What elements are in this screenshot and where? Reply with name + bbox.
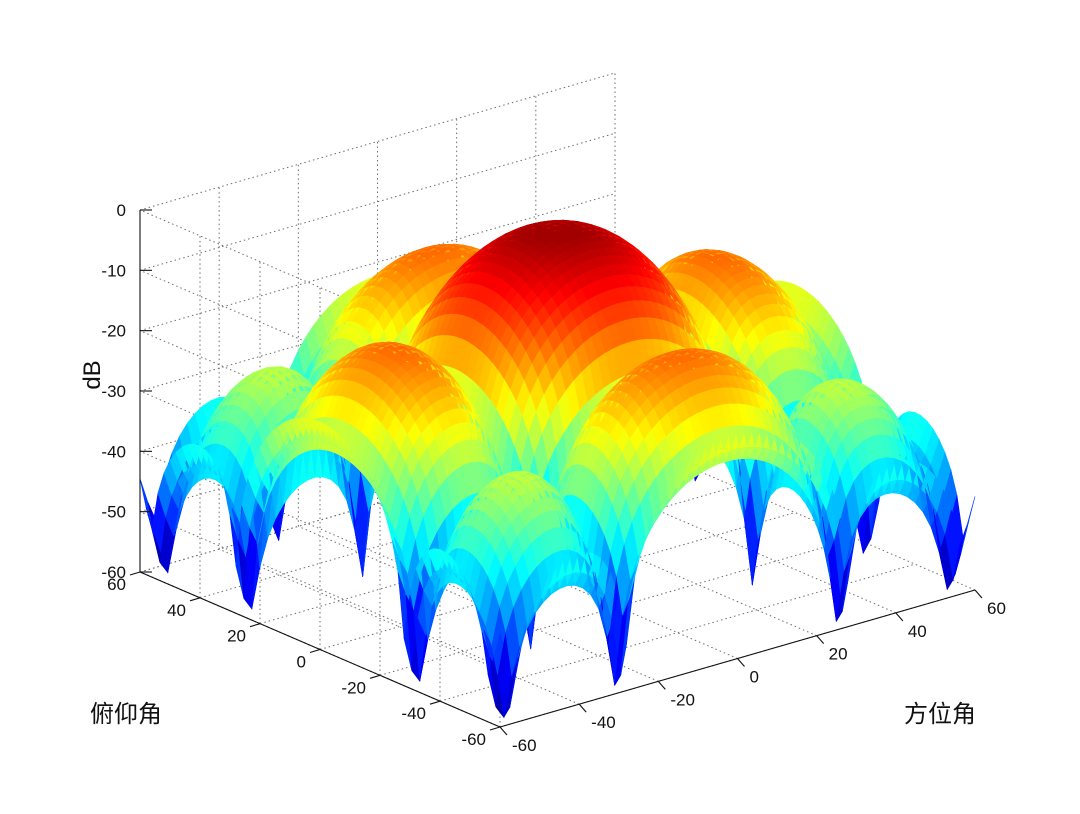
x-tick-mark xyxy=(579,704,586,712)
x-tick-label: 40 xyxy=(908,622,927,641)
surface-patch xyxy=(961,496,975,552)
z-tick-label: -10 xyxy=(101,261,126,280)
x-tick-label: 60 xyxy=(987,599,1006,618)
x-tick-mark xyxy=(500,727,507,735)
y-tick-mark xyxy=(130,572,140,575)
surface-patch xyxy=(140,478,154,535)
x-tick-label: -60 xyxy=(512,736,537,755)
x-tick-label: 20 xyxy=(829,645,848,664)
z-axis-title: dB xyxy=(79,360,106,389)
x-tick-label: -20 xyxy=(670,690,695,709)
y-tick-label: -40 xyxy=(401,704,426,723)
y-axis-title: 俯仰角 xyxy=(90,701,162,728)
x-tick-mark xyxy=(738,659,745,667)
x-tick-mark xyxy=(658,681,665,689)
y-tick-label: -60 xyxy=(461,730,486,749)
y-tick-label: 40 xyxy=(167,601,186,620)
surface-layer xyxy=(140,220,975,717)
z-tick-label: -50 xyxy=(101,503,126,522)
y-tick-label: 20 xyxy=(227,627,246,646)
y-tick-label: 60 xyxy=(107,575,126,594)
z-tick-label: -40 xyxy=(101,442,126,461)
y-tick-mark xyxy=(370,675,380,678)
x-tick-mark xyxy=(896,613,903,621)
y-tick-mark xyxy=(190,598,200,601)
x-axis-title: 方位角 xyxy=(904,701,976,728)
y-tick-label: 0 xyxy=(297,653,306,672)
z-tick-label: -20 xyxy=(101,322,126,341)
grid-line xyxy=(140,73,615,210)
x-tick-label: -40 xyxy=(591,713,616,732)
y-tick-mark xyxy=(250,624,260,627)
y-tick-label: -20 xyxy=(341,678,366,697)
y-tick-mark xyxy=(310,650,320,653)
x-tick-label: 0 xyxy=(750,668,759,687)
x-tick-mark xyxy=(975,590,982,598)
y-tick-mark xyxy=(430,701,440,704)
y-tick-mark xyxy=(490,727,500,730)
x-tick-mark xyxy=(817,636,824,644)
z-tick-label: 0 xyxy=(117,201,126,220)
